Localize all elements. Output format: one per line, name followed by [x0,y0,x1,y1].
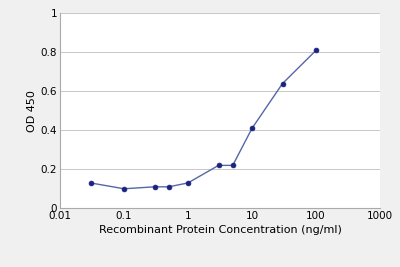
Y-axis label: OD 450: OD 450 [26,90,36,132]
X-axis label: Recombinant Protein Concentration (ng/ml): Recombinant Protein Concentration (ng/ml… [98,225,342,235]
